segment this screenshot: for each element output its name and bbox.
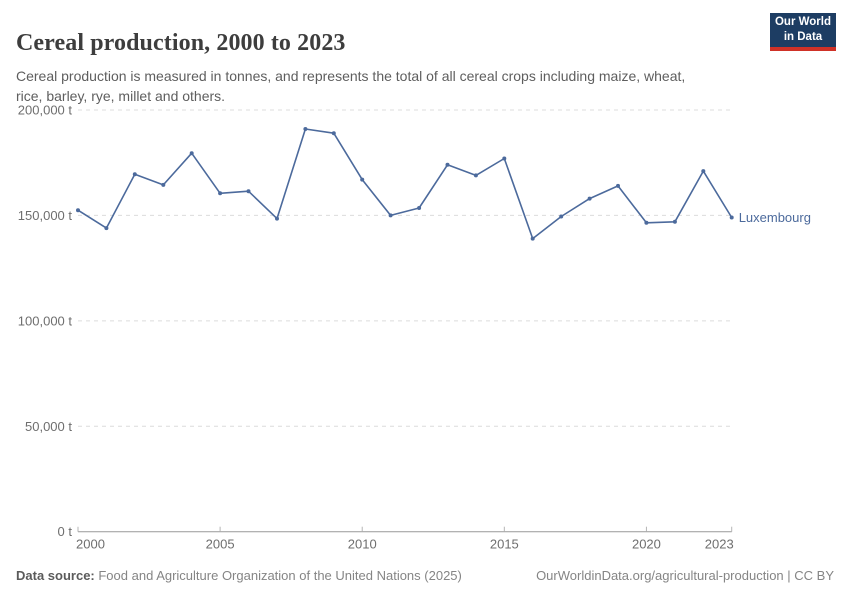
x-tick-label-2020: 2020 bbox=[632, 537, 661, 552]
data-point-2018[interactable] bbox=[587, 196, 592, 201]
data-point-2013[interactable] bbox=[445, 162, 450, 167]
data-point-2020[interactable] bbox=[644, 220, 649, 225]
data-point-2005[interactable] bbox=[218, 191, 223, 196]
data-point-2011[interactable] bbox=[388, 213, 393, 218]
y-tick-label-100000: 100,000 t bbox=[18, 313, 73, 328]
data-point-2009[interactable] bbox=[331, 131, 336, 136]
x-tick-label-2010: 2010 bbox=[348, 537, 377, 552]
x-tick-label-2015: 2015 bbox=[490, 537, 519, 552]
data-point-2017[interactable] bbox=[559, 214, 564, 219]
y-tick-label-0: 0 t bbox=[58, 524, 73, 539]
owid-logo-line2: in Data bbox=[783, 31, 823, 43]
data-point-2007[interactable] bbox=[275, 216, 279, 221]
data-point-2016[interactable] bbox=[530, 236, 535, 241]
data-point-2010[interactable] bbox=[360, 177, 365, 182]
data-point-2015[interactable] bbox=[502, 156, 507, 161]
y-tick-label-150000: 150,000 t bbox=[18, 208, 73, 223]
data-point-2004[interactable] bbox=[189, 151, 194, 156]
owid-logo-line1: Our World bbox=[774, 16, 831, 29]
chart-title: Cereal production, 2000 to 2023 bbox=[16, 30, 346, 57]
data-point-2022[interactable] bbox=[701, 169, 706, 174]
data-point-2019[interactable] bbox=[616, 183, 620, 188]
data-source: Data source: Food and Agriculture Organi… bbox=[16, 568, 462, 583]
owid-logo[interactable]: Our World in Data bbox=[770, 13, 836, 51]
y-tick-label-200000: 200,000 t bbox=[18, 103, 73, 118]
data-point-2023[interactable] bbox=[729, 215, 734, 220]
data-point-2008[interactable] bbox=[303, 127, 308, 131]
chart-subtitle: Cereal production is measured in tonnes,… bbox=[16, 68, 686, 105]
chart-footer: Data source: Food and Agriculture Organi… bbox=[16, 568, 834, 583]
data-point-2014[interactable] bbox=[473, 173, 478, 178]
data-source-value: Food and Agriculture Organization of the… bbox=[94, 568, 462, 583]
x-tick-label-2005: 2005 bbox=[206, 537, 235, 552]
x-tick-label-2023: 2023 bbox=[705, 537, 734, 552]
data-point-2000[interactable] bbox=[76, 208, 80, 213]
data-point-2003[interactable] bbox=[161, 182, 166, 187]
data-point-2021[interactable] bbox=[672, 219, 677, 224]
data-point-2012[interactable] bbox=[417, 206, 422, 210]
y-tick-label-50000: 50,000 t bbox=[25, 419, 72, 434]
series-line-luxembourg[interactable] bbox=[77, 128, 733, 240]
data-point-2001[interactable] bbox=[104, 226, 109, 231]
footer-link[interactable]: OurWorldinData.org/agricultural-producti… bbox=[536, 568, 834, 583]
series-label-luxembourg[interactable]: Luxembourg bbox=[739, 210, 811, 225]
data-source-label: Data source: bbox=[16, 568, 95, 583]
data-point-2002[interactable] bbox=[132, 172, 137, 177]
line-chart-canvas[interactable]: 0 t 50,000 t 100,000 t 150,000 t 200,000 t 20… bbox=[0, 95, 850, 555]
data-point-2006[interactable] bbox=[246, 189, 251, 194]
x-tick-label-2000: 2000 bbox=[76, 537, 105, 552]
